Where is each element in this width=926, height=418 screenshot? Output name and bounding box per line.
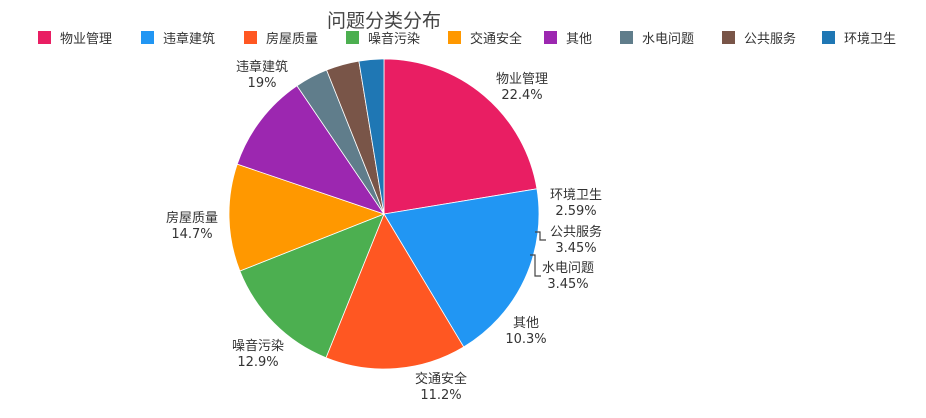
slice-label-name: 房屋质量	[166, 210, 218, 226]
slice-label-name: 环境卫生	[550, 188, 602, 203]
slice-label-value: 3.45%	[555, 241, 596, 256]
legend-label: 公共服务	[744, 31, 796, 47]
slice-label-value: 12.9%	[237, 355, 278, 370]
slice-label-name: 交通安全	[415, 371, 467, 387]
leader-line	[535, 231, 546, 241]
legend-swatch	[244, 31, 257, 44]
legend-item[interactable]: 公共服务	[722, 31, 796, 47]
pie-slice[interactable]	[228, 163, 386, 272]
slice-label-value: 22.4%	[501, 88, 542, 103]
pie-slice[interactable]	[383, 188, 540, 348]
legend-swatch	[544, 31, 557, 44]
legend-swatch	[448, 31, 461, 44]
legend-label: 房屋质量	[266, 31, 318, 47]
slice-label-value: 10.3%	[505, 332, 546, 347]
pie-slice[interactable]	[239, 213, 385, 359]
legend-item[interactable]: 噪音污染	[346, 31, 420, 47]
legend-item[interactable]: 物业管理	[38, 31, 112, 47]
slice-label-value: 3.45%	[547, 277, 588, 292]
legend-swatch	[722, 31, 735, 44]
leader-lines	[530, 231, 546, 277]
slice-label-value: 11.2%	[420, 388, 461, 403]
pie-slice[interactable]	[358, 58, 385, 215]
slice-label-name: 违章建筑	[236, 59, 288, 75]
slice-label-name: 公共服务	[550, 224, 602, 240]
legend-item[interactable]: 水电问题	[620, 31, 694, 47]
legend-label: 物业管理	[60, 32, 112, 47]
slice-label-value: 19%	[248, 76, 277, 91]
legend-item[interactable]: 违章建筑	[141, 31, 215, 47]
slice-label-value: 2.59%	[555, 204, 596, 219]
slice-label-name: 水电问题	[542, 261, 594, 276]
chart-title: 问题分类分布	[327, 10, 441, 32]
legend-item[interactable]: 房屋质量	[244, 31, 318, 47]
slice-label-value: 14.7%	[171, 227, 212, 242]
slice-label-name: 噪音污染	[232, 338, 284, 354]
legend-swatch	[141, 31, 154, 44]
legend-label: 交通安全	[470, 31, 522, 47]
legend-label: 违章建筑	[163, 31, 215, 47]
legend-item[interactable]: 环境卫生	[822, 31, 896, 47]
legend-label: 其他	[566, 32, 592, 47]
pie-slice[interactable]	[236, 85, 386, 215]
legend-label: 噪音污染	[368, 31, 420, 47]
leader-line	[530, 254, 541, 277]
legend-item[interactable]: 交通安全	[448, 31, 522, 47]
legend-item[interactable]: 其他	[544, 31, 592, 47]
slice-label-name: 其他	[513, 316, 539, 331]
legend-label: 水电问题	[642, 32, 694, 47]
legend-swatch	[38, 31, 51, 44]
legend-swatch	[822, 31, 835, 44]
pie-slice[interactable]	[325, 213, 465, 370]
legend-swatch	[620, 31, 633, 44]
slice-label-name: 物业管理	[496, 72, 548, 87]
legend-swatch	[346, 31, 359, 44]
legend: 物业管理 违章建筑 房屋质量 噪音污染 交通安全 其他 水电问题 公共服务 环境卫生	[38, 31, 896, 47]
pie-slices	[228, 58, 540, 370]
pie-slice[interactable]	[383, 58, 538, 215]
legend-label: 环境卫生	[844, 32, 896, 47]
